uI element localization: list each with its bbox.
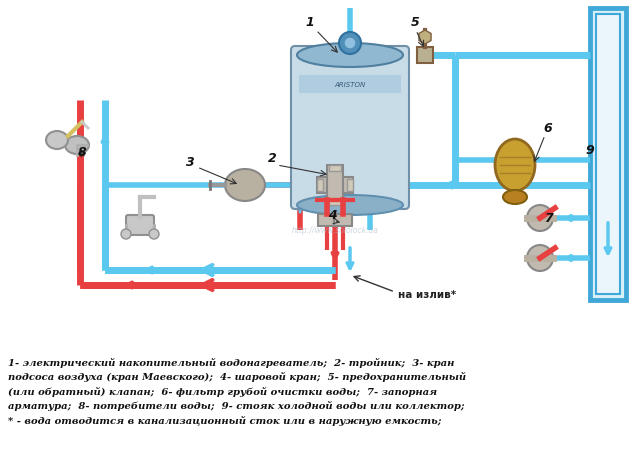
Text: 2: 2 (268, 152, 276, 165)
Text: 4: 4 (328, 208, 337, 221)
Bar (317, 177, 353, 193)
Text: 1: 1 (306, 16, 314, 29)
Ellipse shape (495, 139, 535, 191)
Circle shape (344, 37, 356, 49)
FancyBboxPatch shape (291, 46, 409, 209)
Bar (317, 179, 323, 191)
Text: 7: 7 (543, 212, 552, 225)
Text: ARISTON: ARISTON (334, 82, 366, 88)
Text: на излив*: на излив* (398, 290, 456, 300)
Text: 6: 6 (543, 122, 552, 135)
Text: 9: 9 (586, 143, 595, 156)
Bar (329, 165, 341, 171)
Bar (318, 214, 336, 226)
Ellipse shape (297, 43, 403, 67)
Bar (327, 165, 343, 205)
Circle shape (121, 229, 131, 239)
Text: 3: 3 (186, 155, 195, 169)
FancyBboxPatch shape (126, 215, 154, 235)
Bar (347, 179, 353, 191)
Circle shape (149, 229, 159, 239)
Circle shape (527, 205, 553, 231)
Ellipse shape (297, 195, 403, 215)
Ellipse shape (503, 190, 527, 204)
Bar (299, 75, 401, 93)
Bar (329, 199, 341, 205)
Ellipse shape (225, 169, 265, 201)
Bar (334, 214, 352, 226)
Ellipse shape (65, 136, 89, 154)
Circle shape (527, 245, 553, 271)
Bar (417, 47, 433, 63)
Bar (596, 14, 620, 294)
Ellipse shape (46, 131, 68, 149)
Text: 5: 5 (411, 16, 419, 29)
Circle shape (339, 32, 361, 54)
Text: 8: 8 (77, 146, 86, 159)
Text: 1- электрический накопительный водонагреватель;  2- тройник;  3- кран
подсоса во: 1- электрический накопительный водонагре… (8, 358, 466, 426)
Text: http://www.sololock.ua: http://www.sololock.ua (292, 225, 378, 235)
Bar (590, 8, 626, 300)
